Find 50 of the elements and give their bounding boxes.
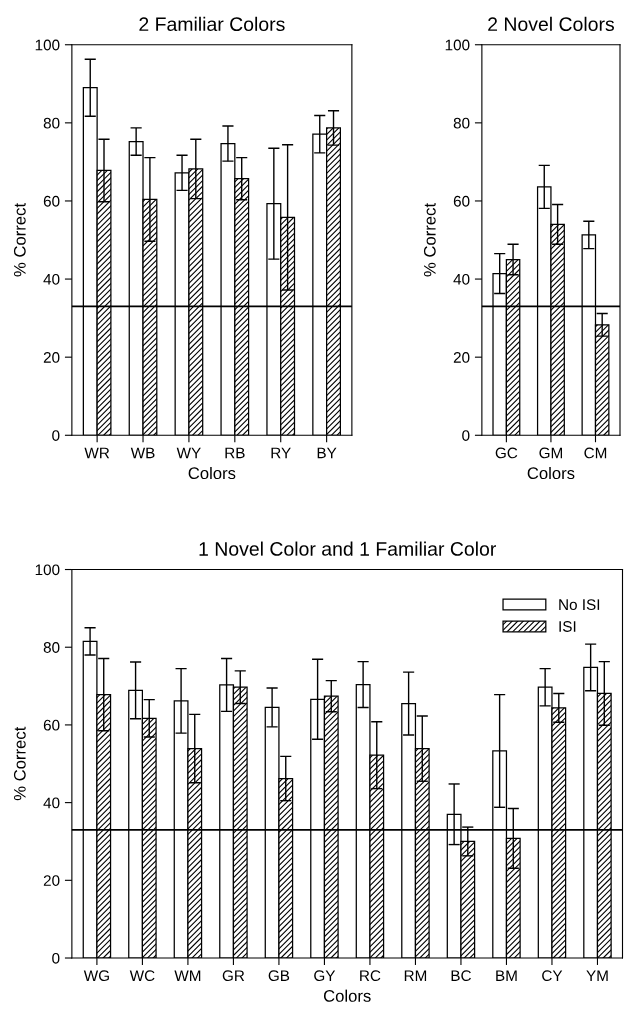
y-tick-label: 80 xyxy=(453,117,470,129)
y-tick-label: 100 xyxy=(445,39,470,51)
x-tick-label: GR xyxy=(222,970,245,982)
x-tick-label: RC xyxy=(360,970,381,982)
x-tick-label: WB xyxy=(130,447,155,459)
x-tick-label: CY xyxy=(542,970,563,982)
y-tick-label: 20 xyxy=(453,352,470,363)
x-tick-label: GB xyxy=(268,970,290,982)
legend-label: No ISI xyxy=(559,599,600,611)
y-tick-label: 0 xyxy=(462,430,470,441)
y-tick-label: 60 xyxy=(453,195,470,207)
chart-title: 2 Familiar Colors xyxy=(139,16,285,32)
x-tick-label: WR xyxy=(84,447,110,459)
y-axis-title: % Correct xyxy=(423,203,436,277)
x-axis-title: Colors xyxy=(188,466,236,480)
y-tick-label: 80 xyxy=(43,642,60,653)
y-tick-label: 40 xyxy=(43,273,60,285)
x-tick-label: WM xyxy=(174,970,201,981)
x-tick-label: WY xyxy=(176,447,201,459)
x-tick-label: CM xyxy=(584,447,607,459)
x-tick-label: BM xyxy=(496,970,517,981)
x-tick-label: RM xyxy=(404,970,427,981)
x-tick-label: YM xyxy=(586,970,608,981)
x-axis-title: Colors xyxy=(323,989,371,1002)
chart-title: 1 Novel Color and 1 Familiar Color xyxy=(199,541,497,556)
x-tick-label: GC xyxy=(495,447,518,459)
x-tick-label: GY xyxy=(314,970,336,982)
y-tick-label: 60 xyxy=(43,719,60,731)
chart-title: 2 Novel Colors xyxy=(488,16,614,32)
y-tick-label: 20 xyxy=(43,875,60,886)
x-axis-title: Colors xyxy=(527,466,575,480)
y-tick-label: 100 xyxy=(35,564,60,576)
legend-label: ISI xyxy=(559,621,576,632)
y-tick-label: 40 xyxy=(43,797,60,809)
x-tick-label: RB xyxy=(225,447,245,459)
x-tick-label: RY xyxy=(271,447,291,459)
x-tick-label: BC xyxy=(451,970,471,982)
y-tick-label: 60 xyxy=(43,195,60,207)
y-tick-label: 20 xyxy=(43,352,60,363)
x-tick-label: WC xyxy=(129,970,155,982)
y-tick-label: 80 xyxy=(43,117,60,129)
y-tick-label: 40 xyxy=(453,273,470,285)
x-tick-label: BY xyxy=(317,447,337,459)
x-tick-label: WG xyxy=(83,970,109,982)
y-axis-title: % Correct xyxy=(13,203,26,277)
y-tick-label: 0 xyxy=(52,430,60,441)
y-tick-label: 100 xyxy=(35,39,60,51)
y-axis-title: % Correct xyxy=(13,726,26,801)
y-tick-label: 0 xyxy=(52,952,60,964)
x-tick-label: GM xyxy=(539,447,562,459)
